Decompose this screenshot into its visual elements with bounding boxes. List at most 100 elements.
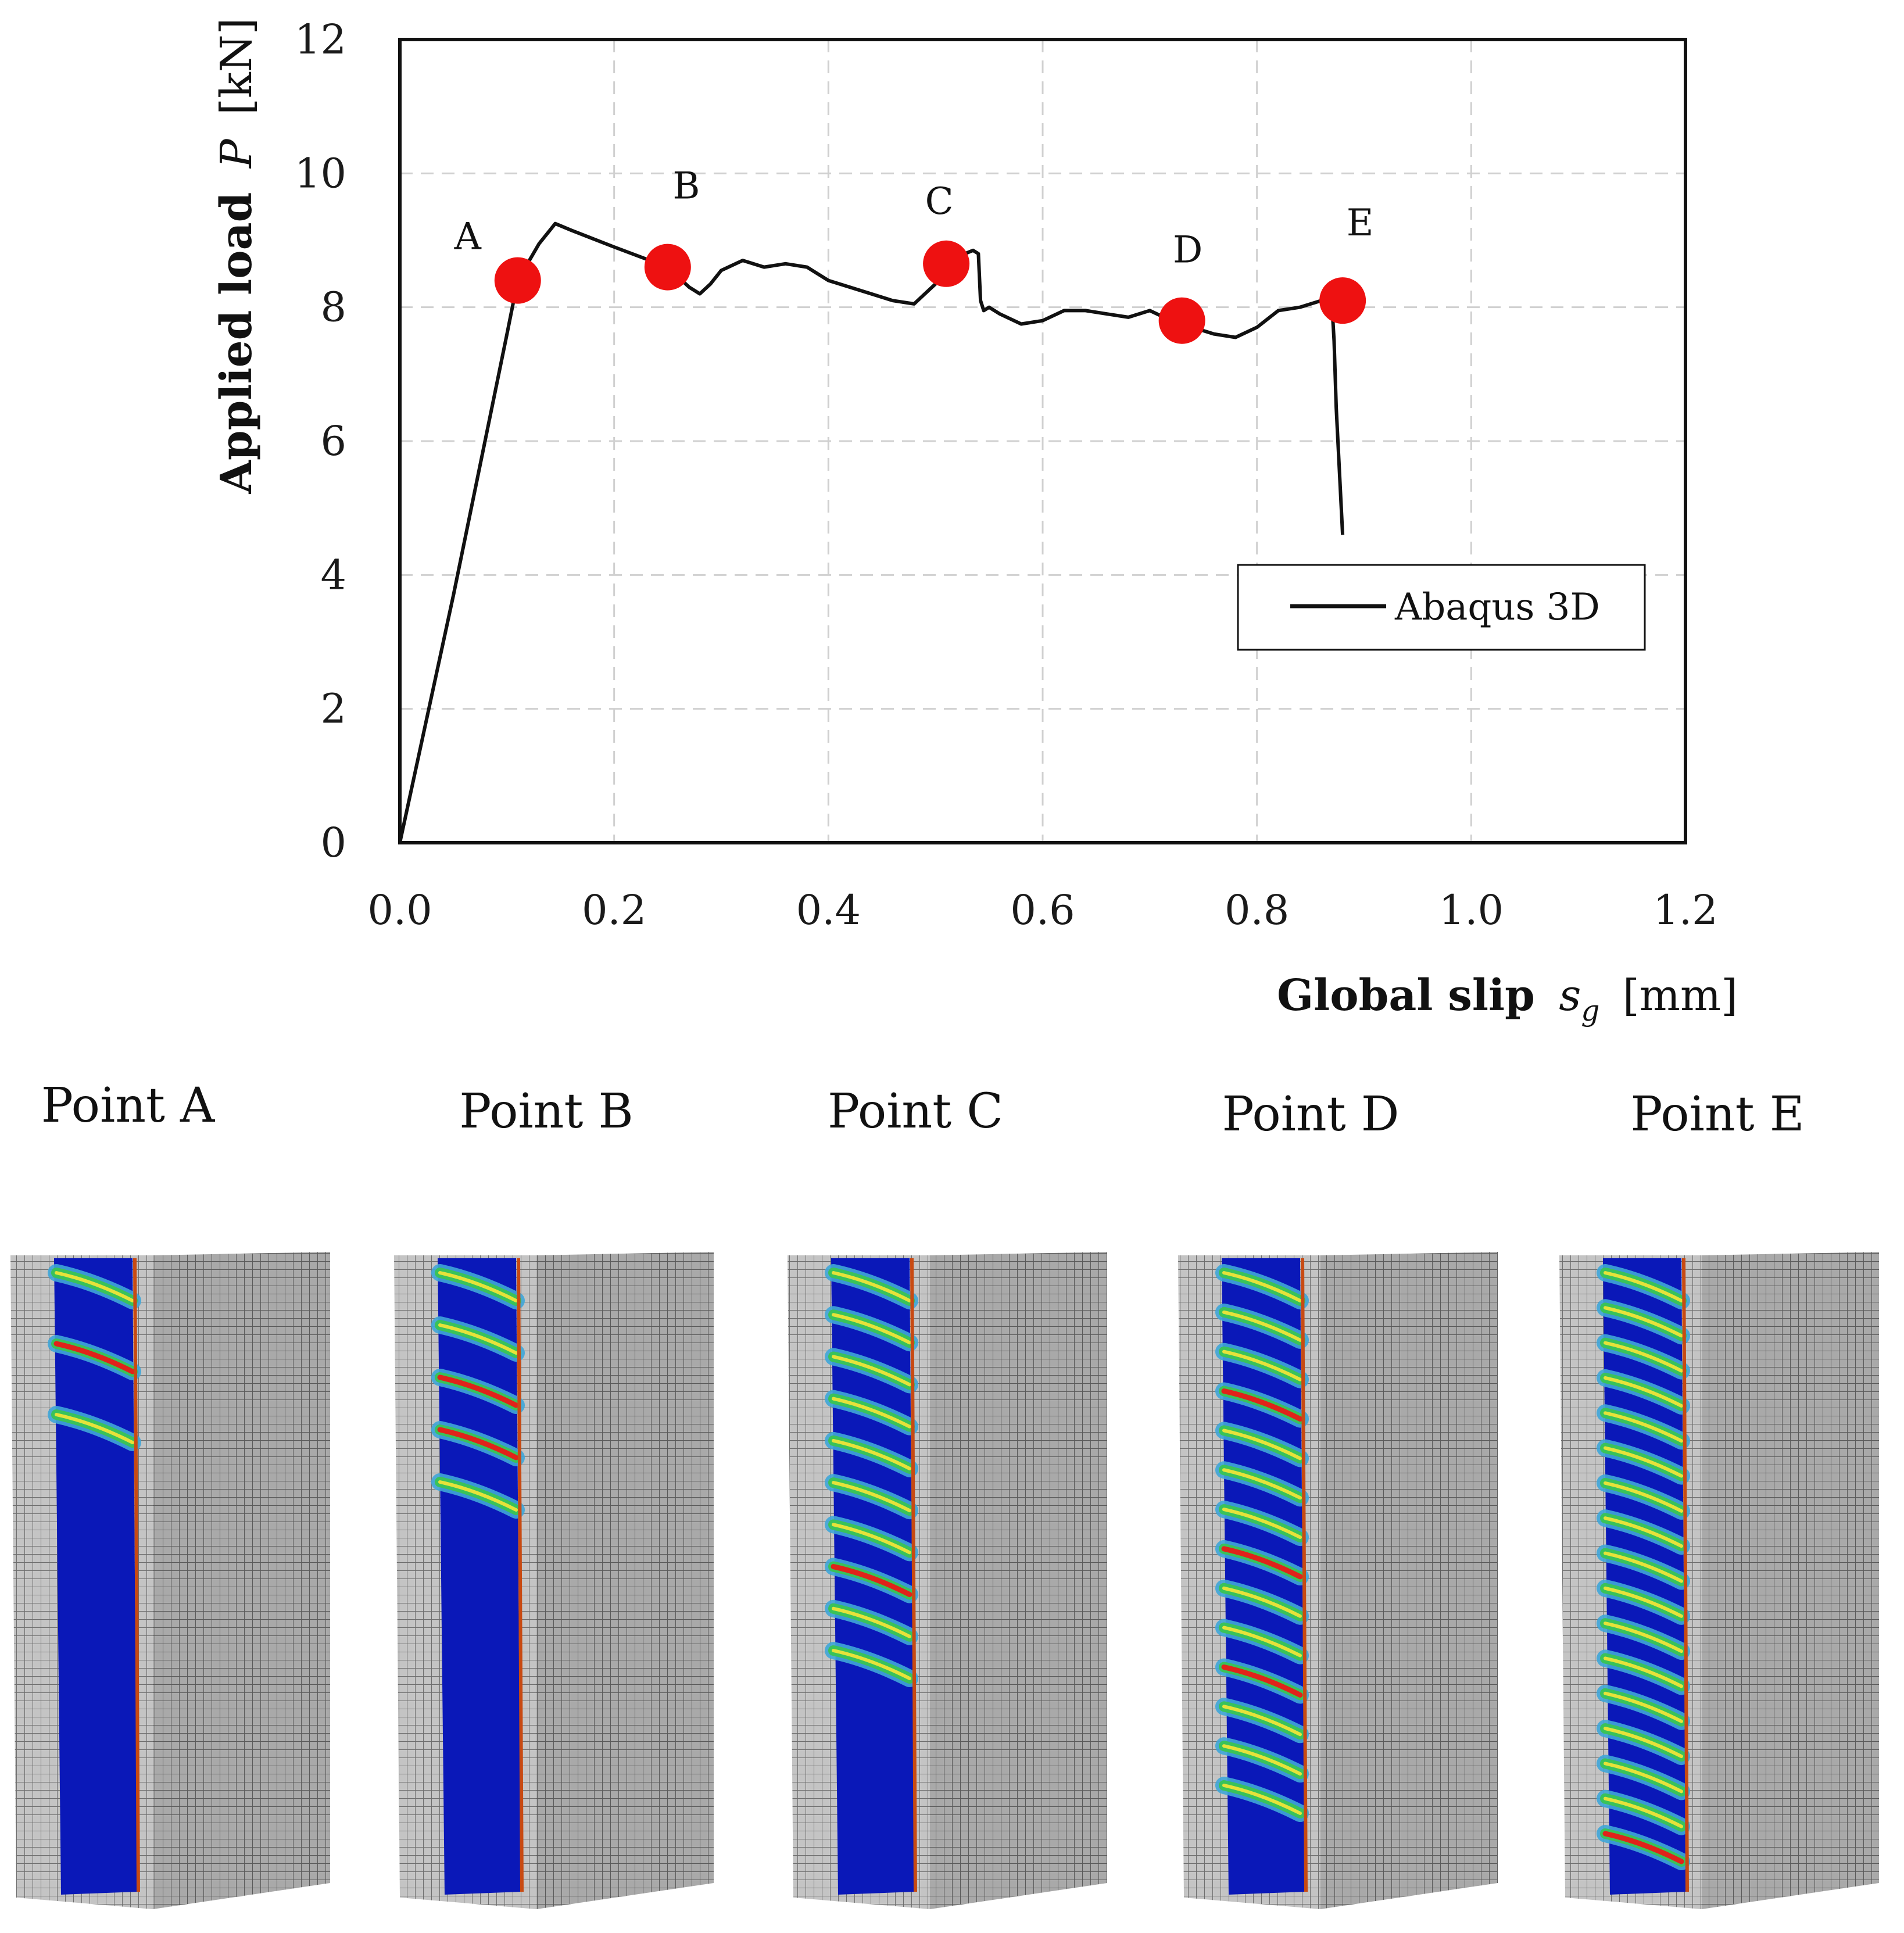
marker-point-d xyxy=(1158,297,1205,344)
damage-band-core xyxy=(832,1355,911,1387)
y-tick-label: 6 xyxy=(320,417,346,465)
mesh-right-face xyxy=(1702,1252,1879,1909)
damage-band-core xyxy=(1604,1691,1683,1723)
damage-band-core xyxy=(1604,1341,1683,1373)
y-axis-symbol: P xyxy=(212,138,262,169)
damage-band-core xyxy=(1222,1271,1302,1302)
point-markers: A B C D E xyxy=(454,165,1374,344)
damage-band-core xyxy=(832,1606,911,1638)
damage-band-core xyxy=(1604,1376,1683,1408)
damage-band-core xyxy=(438,1323,518,1355)
mesh-right-face xyxy=(930,1252,1107,1909)
damage-band-core xyxy=(1222,1429,1302,1461)
damage-band-core xyxy=(1604,1306,1683,1338)
damage-band-core xyxy=(1221,1664,1303,1698)
contour-panel-4 xyxy=(1178,1252,1498,1909)
damage-band-core xyxy=(1222,1508,1302,1540)
marker-label-a: A xyxy=(454,216,482,259)
marker-label-e: E xyxy=(1347,202,1374,245)
marker-point-c xyxy=(923,240,970,287)
damage-band-core xyxy=(1604,1271,1683,1302)
damage-band-core xyxy=(438,1480,518,1512)
x-axis-unit: [mm] xyxy=(1623,971,1738,1021)
damage-band-core xyxy=(1222,1705,1302,1737)
strip-edge xyxy=(133,1258,140,1892)
marker-point-a xyxy=(494,257,541,304)
damage-band-core xyxy=(1221,1546,1303,1580)
mesh-right-face xyxy=(536,1252,714,1909)
damage-band-core xyxy=(1222,1586,1302,1618)
x-tick-label: 0.0 xyxy=(367,886,432,934)
damage-band-core xyxy=(1604,1762,1683,1794)
x-tick-label: 0.6 xyxy=(1010,886,1075,934)
marker-label-b: B xyxy=(672,165,700,208)
panel-title-2: Point B xyxy=(459,1084,634,1139)
damage-band-core xyxy=(1222,1310,1302,1342)
damage-band-core xyxy=(1222,1744,1302,1776)
damage-band-core xyxy=(55,1271,134,1302)
damage-band-core xyxy=(437,1374,519,1408)
y-tick-label: 10 xyxy=(295,149,346,197)
x-tick-label: 0.4 xyxy=(796,886,861,934)
damage-band-core xyxy=(438,1271,518,1302)
contour-panel-1 xyxy=(10,1252,330,1909)
y-axis-title-text: Applied load xyxy=(212,192,262,495)
damage-band-core xyxy=(832,1523,911,1555)
damage-band-core xyxy=(1221,1388,1303,1422)
panel-title-5: Point E xyxy=(1630,1087,1805,1142)
mesh-right-face xyxy=(153,1252,330,1909)
strip-edge xyxy=(1301,1258,1308,1892)
y-axis-title: Applied load P [kN] xyxy=(212,17,262,494)
damage-band-core xyxy=(1602,1831,1684,1864)
damage-band-core xyxy=(55,1413,134,1444)
tick-labels: 0 2 4 6 8 10 12 0.0 0.2 0.4 0.6 0.8 1.0 1.2 xyxy=(295,16,1718,934)
y-tick-label: 12 xyxy=(295,16,346,63)
x-tick-label: 1.2 xyxy=(1653,886,1717,934)
y-tick-label: 4 xyxy=(320,551,346,599)
damage-band-core xyxy=(1222,1349,1302,1381)
damage-band-core xyxy=(53,1341,135,1374)
marker-point-e xyxy=(1319,277,1366,324)
strip-edge xyxy=(910,1258,917,1892)
damage-band-core xyxy=(832,1438,911,1470)
bond-strip xyxy=(438,1258,521,1895)
damage-band-core xyxy=(1604,1481,1683,1513)
contour-panels xyxy=(10,1252,1879,1909)
damage-band-core xyxy=(832,1397,911,1429)
panel-title-4: Point D xyxy=(1222,1087,1400,1142)
damage-band-core xyxy=(1604,1586,1683,1618)
strip-edge xyxy=(1682,1258,1689,1892)
legend-label: Abaqus 3D xyxy=(1394,586,1600,629)
contour-panel-3 xyxy=(788,1252,1107,1909)
damage-band-core xyxy=(1604,1446,1683,1478)
x-tick-label: 0.8 xyxy=(1225,886,1289,934)
y-axis-unit: [kN] xyxy=(212,17,262,114)
grid-lines xyxy=(400,40,1685,843)
damage-band-core xyxy=(1222,1468,1302,1500)
damage-band-core xyxy=(832,1313,911,1345)
damage-band-core xyxy=(1222,1626,1302,1658)
damage-band-core xyxy=(1604,1727,1683,1759)
x-axis-title-text: Global slip xyxy=(1277,971,1535,1021)
marker-point-b xyxy=(644,244,691,291)
plot-frame xyxy=(398,38,1687,844)
damage-band-core xyxy=(832,1481,911,1513)
damage-band-core xyxy=(1604,1656,1683,1688)
damage-band-core xyxy=(1604,1411,1683,1443)
y-tick-label: 0 xyxy=(320,819,346,867)
x-tick-label: 1.0 xyxy=(1439,886,1504,934)
damage-band-core xyxy=(437,1427,519,1461)
damage-band-core xyxy=(1604,1551,1683,1583)
damage-band-core xyxy=(831,1564,912,1598)
panel-title-1: Point A xyxy=(41,1078,215,1133)
marker-label-c: C xyxy=(925,180,954,223)
strip-edge xyxy=(517,1258,524,1892)
x-axis-title: Global slip sg [mm] xyxy=(1277,971,1738,1031)
damage-band-core xyxy=(1222,1784,1302,1815)
damage-band-core xyxy=(832,1649,911,1680)
panel-title-3: Point C xyxy=(827,1084,1003,1139)
damage-band-core xyxy=(1604,1516,1683,1548)
x-axis-subscript: g xyxy=(1581,994,1599,1028)
x-tick-label: 0.2 xyxy=(582,886,646,934)
